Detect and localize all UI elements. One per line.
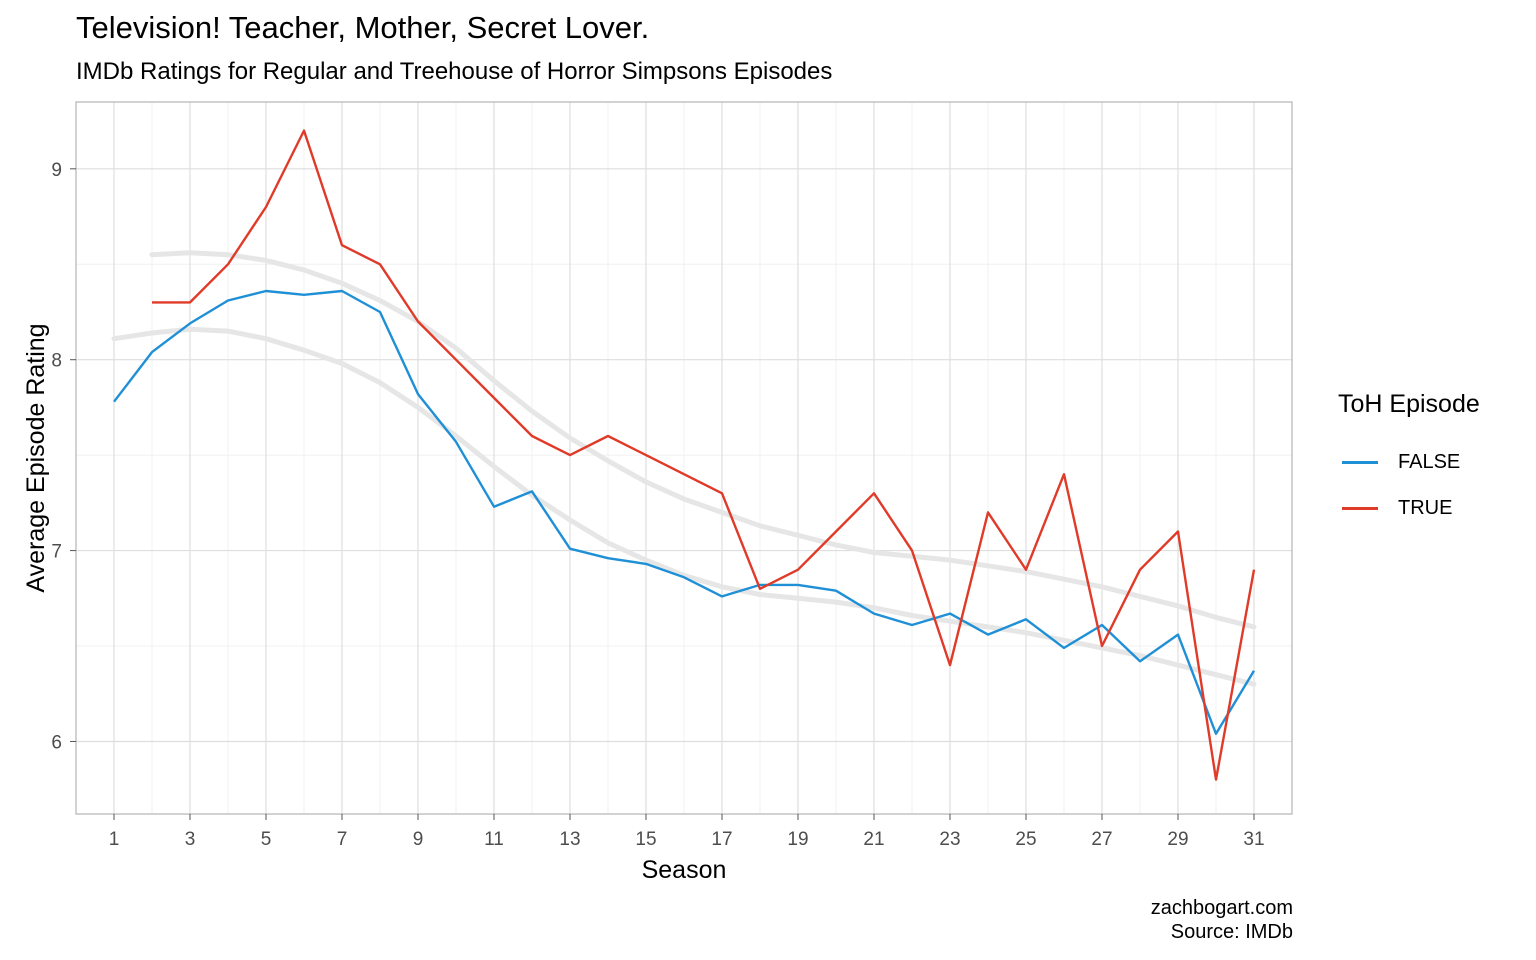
x-axis-title: Season [642,856,727,884]
y-axis-title: Average Episode Rating [22,323,50,592]
legend-item-true: TRUE [1338,485,1480,531]
x-tick-label: 23 [939,829,960,850]
smooth-trend-line-1 [149,250,1257,630]
legend-label-true: TRUE [1398,496,1453,519]
x-tick-label: 3 [185,829,196,850]
x-tick-label: 15 [635,829,656,850]
x-tick-label: 21 [863,829,884,850]
x-tick-label: 31 [1243,829,1264,850]
caption-site: zachbogart.com [1150,897,1293,919]
x-tick-label: 29 [1167,829,1188,850]
legend-item-false: FALSE [1338,439,1480,485]
y-tick-label: 7 [51,542,62,563]
legend-label-false: FALSE [1398,450,1461,473]
y-tick-label: 9 [51,160,62,181]
x-tick-label: 7 [337,829,348,850]
caption-source: Source: IMDb [1170,921,1293,943]
caption: zachbogart.com Source: IMDb [1151,896,1293,944]
x-tick-label: 27 [1091,829,1112,850]
plot-border [75,101,1293,815]
x-tick-label: 13 [559,829,580,850]
series-line-false [113,289,1256,735]
x-tick-label: 5 [261,829,272,850]
smooth-trend-line-0 [111,326,1257,687]
series-line-true [152,129,1256,781]
x-tick-label: 25 [1015,829,1036,850]
x-tick-label: 9 [413,829,424,850]
x-tick-label: 1 [109,829,120,850]
chart-title: Television! Teacher, Mother, Secret Love… [76,10,650,45]
legend-key-false [1342,460,1378,464]
y-tick-label: 8 [51,351,62,372]
x-tick-label: 19 [787,829,808,850]
legend: ToH Episode FALSE TRUE [1338,390,1480,531]
x-tick-label: 11 [484,829,504,850]
x-tick-label: 17 [711,829,732,850]
chart-subtitle: IMDb Ratings for Regular and Treehouse o… [76,58,833,85]
y-tick-label: 6 [51,732,62,753]
legend-key-true [1342,506,1378,510]
legend-title: ToH Episode [1338,390,1480,418]
